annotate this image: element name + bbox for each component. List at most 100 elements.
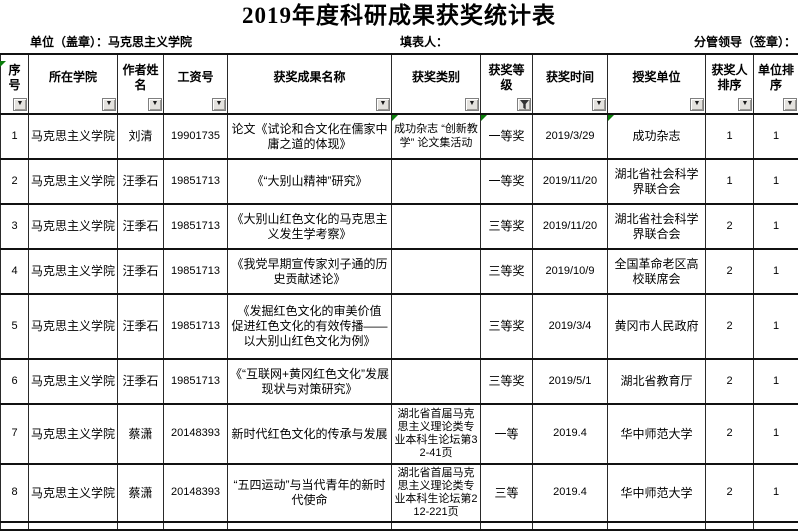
cell-awardee-rank[interactable]: 1 <box>706 159 754 204</box>
cell-college[interactable]: 马克思主义学院 <box>29 249 118 294</box>
cell-author[interactable]: 刘清 <box>118 114 164 159</box>
cell-achievement[interactable]: 《发掘红色文化的审美价值 促进红色文化的有效传播——以大别山红色文化为例》 <box>228 294 392 359</box>
cell-salary-no[interactable]: 20148393 <box>164 464 228 522</box>
cell-achievement[interactable]: 论文《试论和合文化在儒家中庸之道的体现》 <box>228 114 392 159</box>
cell-awarding-unit[interactable]: 华中师范大学 <box>608 404 706 464</box>
cell-awardee-rank[interactable]: 2 <box>706 204 754 249</box>
cell-awardee-rank[interactable]: 2 <box>706 294 754 359</box>
cell-unit-rank[interactable]: 1 <box>754 114 798 159</box>
cell-awardee-rank[interactable]: 2 <box>706 404 754 464</box>
cell-unit-rank[interactable]: 1 <box>754 249 798 294</box>
cell-date[interactable]: 2019/10/9 <box>533 249 608 294</box>
cell-salary-no[interactable]: 19851713 <box>164 359 228 404</box>
cell-author[interactable]: 汪季石 <box>118 159 164 204</box>
cell-grade[interactable]: 三等奖 <box>481 359 533 404</box>
cell-awarding-unit[interactable]: 全国革命老区高校联席会 <box>608 249 706 294</box>
cell-awarding-unit[interactable]: 湖北省社会科学界联合会 <box>608 204 706 249</box>
cell-college[interactable]: 马克思主义学院 <box>29 114 118 159</box>
cell-awardee-rank[interactable]: 2 <box>706 464 754 522</box>
cell-grade[interactable]: 一等奖 <box>481 114 533 159</box>
cell-salary-no[interactable]: 19851713 <box>164 159 228 204</box>
cell-date[interactable]: 2019/3/4 <box>533 294 608 359</box>
cell-category[interactable] <box>392 159 481 204</box>
filter-dropdown-icon[interactable]: ▼ <box>102 98 116 111</box>
cell-grade[interactable]: 一等 <box>481 404 533 464</box>
filter-dropdown-icon[interactable]: ▼ <box>783 98 797 111</box>
filter-dropdown-icon[interactable]: ▼ <box>212 98 226 111</box>
cell-unit-rank[interactable]: 1 <box>754 159 798 204</box>
cell-awarding-unit[interactable]: 成功杂志 <box>608 114 706 159</box>
cell-index[interactable]: 1 <box>1 114 29 159</box>
cell-unit-rank[interactable]: 1 <box>754 464 798 522</box>
filter-dropdown-icon[interactable]: ▼ <box>690 98 704 111</box>
cell-date[interactable]: 2019/3/29 <box>533 114 608 159</box>
cell-college[interactable]: 马克思主义学院 <box>29 204 118 249</box>
cell-salary-no[interactable]: 19851713 <box>164 204 228 249</box>
cell-category[interactable] <box>392 204 481 249</box>
cell-college[interactable]: 马克思主义学院 <box>29 464 118 522</box>
cell-date[interactable]: 2019/5/1 <box>533 359 608 404</box>
cell-achievement[interactable]: 新时代红色文化的传承与发展 <box>228 404 392 464</box>
filter-dropdown-icon[interactable]: ▼ <box>13 98 27 111</box>
cell-achievement[interactable]: “五四运动”与当代青年的新时代使命 <box>228 464 392 522</box>
cell-awardee-rank[interactable]: 2 <box>706 249 754 294</box>
cell-author[interactable]: 蔡潇 <box>118 464 164 522</box>
cell-category[interactable] <box>392 359 481 404</box>
cell-index[interactable]: 7 <box>1 404 29 464</box>
cell-awarding-unit[interactable]: 黄冈市人民政府 <box>608 294 706 359</box>
cell-author[interactable]: 汪季石 <box>118 294 164 359</box>
cell-awarding-unit[interactable]: 华中师范大学 <box>608 464 706 522</box>
cell-awarding-unit[interactable]: 湖北省社会科学界联合会 <box>608 159 706 204</box>
cell-author[interactable]: 蔡潇 <box>118 404 164 464</box>
cell-date[interactable]: 2019.4 <box>533 464 608 522</box>
cell-unit-rank[interactable]: 1 <box>754 359 798 404</box>
cell-grade[interactable]: 一等奖 <box>481 159 533 204</box>
cell-salary-no[interactable]: 19851713 <box>164 249 228 294</box>
cell-awarding-unit[interactable]: 湖北省教育厅 <box>608 359 706 404</box>
cell-college[interactable]: 马克思主义学院 <box>29 159 118 204</box>
cell-grade[interactable]: 三等奖 <box>481 249 533 294</box>
cell-index[interactable]: 2 <box>1 159 29 204</box>
cell-date[interactable]: 2019/11/20 <box>533 204 608 249</box>
cell-grade[interactable]: 三等奖 <box>481 204 533 249</box>
filter-dropdown-icon[interactable]: ▼ <box>376 98 390 111</box>
filter-dropdown-icon[interactable]: ▼ <box>148 98 162 111</box>
cell-date[interactable]: 2019.4 <box>533 404 608 464</box>
cell-index[interactable]: 4 <box>1 249 29 294</box>
cell-salary-no[interactable]: 19851713 <box>164 294 228 359</box>
cell-author[interactable]: 汪季石 <box>118 204 164 249</box>
cell-index[interactable]: 5 <box>1 294 29 359</box>
filter-dropdown-icon[interactable]: ▼ <box>592 98 606 111</box>
filter-dropdown-icon[interactable]: ▼ <box>465 98 479 111</box>
cell-awardee-rank[interactable]: 1 <box>706 114 754 159</box>
cell-unit-rank[interactable]: 1 <box>754 404 798 464</box>
cell-awardee-rank[interactable]: 2 <box>706 359 754 404</box>
cell-author[interactable]: 汪季石 <box>118 359 164 404</box>
cell-college[interactable]: 马克思主义学院 <box>29 359 118 404</box>
cell-achievement[interactable]: 《大别山红色文化的马克思主义发生学考察》 <box>228 204 392 249</box>
cell-date[interactable]: 2019/11/20 <box>533 159 608 204</box>
cell-category[interactable] <box>392 294 481 359</box>
cell-college[interactable]: 马克思主义学院 <box>29 404 118 464</box>
cell-index[interactable]: 6 <box>1 359 29 404</box>
cell-index[interactable]: 3 <box>1 204 29 249</box>
col-header-label: 序号 <box>8 63 20 92</box>
cell-salary-no[interactable]: 20148393 <box>164 404 228 464</box>
filter-dropdown-icon[interactable]: ▼ <box>738 98 752 111</box>
cell-grade[interactable]: 三等 <box>481 464 533 522</box>
cell-author[interactable]: 汪季石 <box>118 249 164 294</box>
cell-achievement[interactable]: 《“互联网+黄冈红色文化”发展现状与对策研究》 <box>228 359 392 404</box>
cell-college[interactable]: 马克思主义学院 <box>29 294 118 359</box>
cell-category[interactable]: 湖北省首届马克思主义理论类专业本科生论坛第212-221页 <box>392 464 481 522</box>
cell-grade[interactable]: 三等奖 <box>481 294 533 359</box>
cell-salary-no[interactable]: 19901735 <box>164 114 228 159</box>
cell-category[interactable]: 成功杂志 “创新教学” 论文集活动 <box>392 114 481 159</box>
cell-category[interactable] <box>392 249 481 294</box>
cell-index[interactable]: 8 <box>1 464 29 522</box>
cell-achievement[interactable]: 《我党早期宣传家刘子通的历史贡献述论》 <box>228 249 392 294</box>
cell-unit-rank[interactable]: 1 <box>754 294 798 359</box>
filter-funnel-icon[interactable] <box>517 98 531 111</box>
cell-category[interactable]: 湖北省首届马克思主义理论类专业本科生论坛第32-41页 <box>392 404 481 464</box>
cell-achievement[interactable]: 《“大别山精神”研究》 <box>228 159 392 204</box>
cell-unit-rank[interactable]: 1 <box>754 204 798 249</box>
